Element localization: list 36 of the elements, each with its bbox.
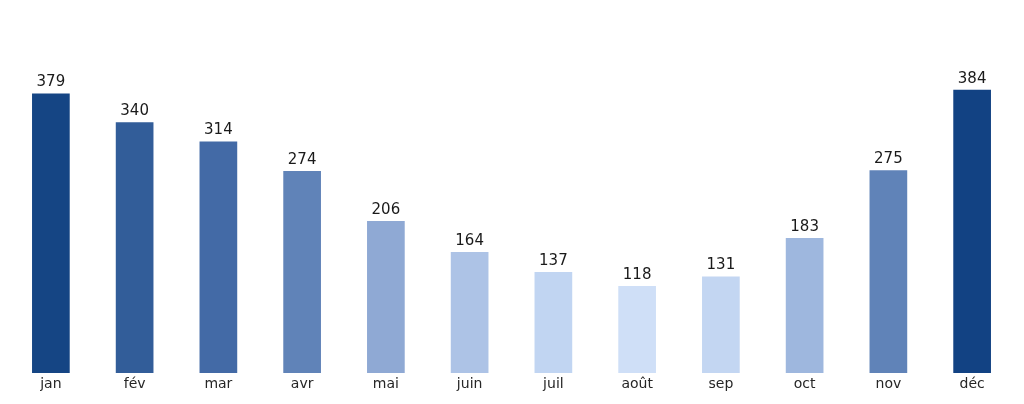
data-label: 206 (371, 200, 401, 219)
x-tick-label: sep (708, 375, 734, 391)
bar (450, 252, 489, 373)
bar (32, 93, 70, 373)
x-tick-label: déc (959, 375, 985, 391)
bar (618, 285, 656, 373)
data-label: 314 (204, 120, 233, 139)
bar (702, 276, 740, 373)
x-tick-label: mai (372, 375, 399, 391)
data-label: 131 (706, 255, 736, 274)
data-label: 274 (287, 149, 317, 168)
x-tick-label: juil (542, 375, 564, 391)
data-label: 137 (539, 250, 568, 269)
data-label: 164 (455, 231, 484, 250)
bar (115, 122, 154, 373)
bar (785, 238, 824, 373)
bar (283, 170, 321, 373)
x-tick-label: juin (455, 375, 483, 391)
x-tick-label: oct (793, 375, 817, 391)
x-tick-label: jan (39, 375, 62, 391)
bar (367, 221, 405, 373)
data-label: 340 (120, 101, 149, 120)
bar (953, 89, 991, 373)
data-label: 275 (874, 149, 903, 168)
x-tick-label: mar (204, 375, 233, 391)
data-label: 379 (36, 72, 66, 91)
bar (534, 271, 573, 373)
data-label: 183 (790, 217, 819, 236)
bar (869, 170, 908, 373)
x-tick-label: nov (875, 375, 902, 391)
x-tick-label: avr (290, 375, 314, 391)
x-tick-label: fév (123, 375, 146, 391)
data-label: 384 (957, 68, 987, 87)
data-label: 118 (622, 264, 652, 283)
x-tick-label: août (621, 375, 654, 391)
bar (199, 141, 238, 373)
